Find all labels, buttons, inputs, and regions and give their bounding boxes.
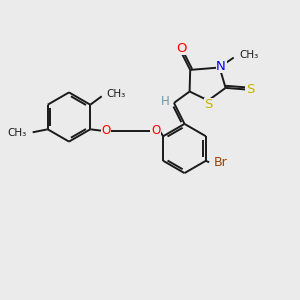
Text: O: O xyxy=(176,41,187,55)
Text: Br: Br xyxy=(214,156,228,169)
Text: O: O xyxy=(101,124,110,137)
Text: CH₃: CH₃ xyxy=(8,128,27,138)
Text: S: S xyxy=(204,98,213,112)
Text: O: O xyxy=(151,124,160,137)
Text: CH₃: CH₃ xyxy=(240,50,259,61)
Text: H: H xyxy=(161,95,170,108)
Text: N: N xyxy=(216,59,226,73)
Text: CH₃: CH₃ xyxy=(107,89,126,99)
Text: S: S xyxy=(246,83,254,96)
